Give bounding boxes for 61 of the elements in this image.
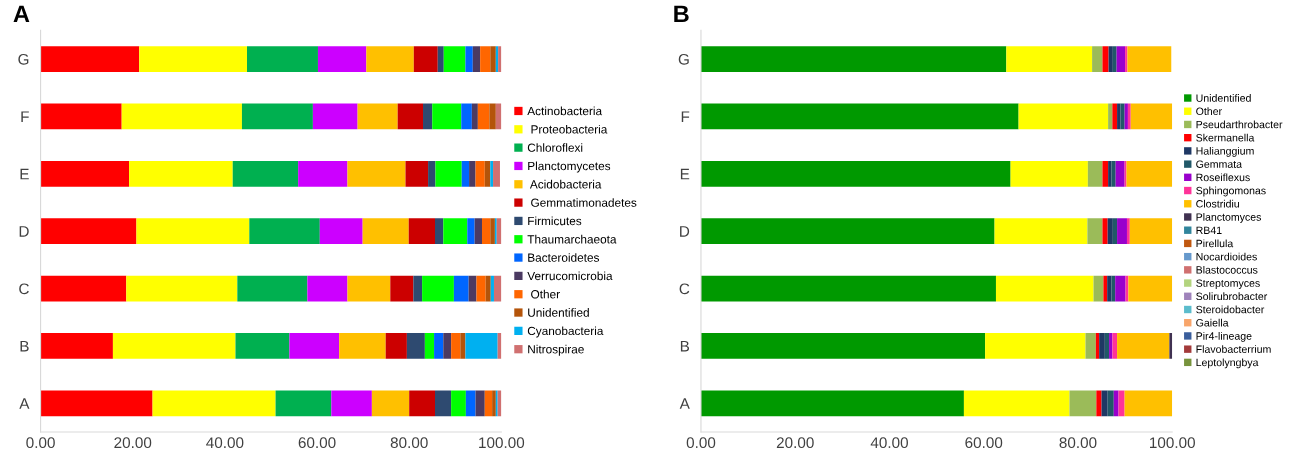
legend-label: Planctomyces — [1196, 213, 1261, 223]
y-tick-label: A — [19, 398, 30, 409]
legend-label: Unidentified — [528, 308, 589, 317]
y-tick-label: E — [680, 168, 690, 180]
y-tick-label: B — [20, 340, 29, 352]
x-tick-label: 60.00 — [298, 437, 336, 449]
x-tick-label: 0.00 — [26, 437, 55, 449]
legend-label: Nitrospirae — [528, 344, 584, 356]
legend-label: Nocardioides — [1196, 252, 1257, 261]
legend-label: Actinobacteria — [527, 106, 603, 116]
x-tick-label: 0.00 — [686, 437, 716, 449]
x-tick-label: 40.00 — [870, 437, 908, 449]
legend-label: Gemmata — [1196, 160, 1243, 168]
y-tick-label: C — [679, 283, 690, 295]
legend-label: Firmicutes — [528, 216, 582, 226]
legend-label: Clostridiu — [1196, 199, 1239, 208]
y-tick-label: E — [20, 168, 29, 180]
legend-label: Planctomycetes — [528, 161, 611, 173]
legend-label: Roseiflexus — [1196, 173, 1250, 182]
y-tick-label: F — [21, 111, 29, 122]
x-tick-label: 100.00 — [479, 437, 525, 449]
legend-label: Steroidobacter — [1196, 305, 1265, 314]
legend-label: Chloroflexi — [527, 143, 583, 152]
legend-label: Cyanobacteria — [527, 326, 604, 338]
y-tick-label: A — [679, 398, 690, 409]
y-tick-label: F — [681, 111, 690, 122]
legend-label: Leptolyngbya — [1196, 358, 1259, 369]
legend-label: Other — [1196, 107, 1222, 116]
legend-label: Gaiella — [1196, 318, 1229, 327]
x-tick-label: 60.00 — [965, 437, 1003, 449]
legend-label: RB41 — [1196, 226, 1222, 234]
legend-label: Thaumarchaeota — [527, 234, 617, 244]
legend-label: Pirellula — [1196, 239, 1234, 248]
y-tick-label: D — [680, 226, 690, 237]
legend-label: Pseudarthrobacter — [1196, 120, 1283, 129]
legend-label: Skermanella — [1196, 133, 1255, 142]
legend-label: Halianggium — [1196, 146, 1254, 157]
y-tick-label: G — [678, 53, 689, 65]
legend-label: Bacteroidetes — [528, 253, 600, 262]
legend-label: Acidobacteria — [529, 179, 602, 189]
legend-label: Blastococcus — [1196, 265, 1258, 274]
y-tick-label: G — [18, 53, 29, 65]
x-tick-label: 100.00 — [1150, 437, 1195, 449]
legend-label: Pir4-lineage — [1196, 331, 1252, 342]
legend-label: Solirubrobacter — [1196, 292, 1268, 301]
legend-label: Unidentified — [1196, 94, 1251, 102]
y-tick-label: D — [19, 226, 29, 237]
legend-label: Flavobacterrium — [1196, 345, 1271, 353]
x-tick-label: 80.00 — [390, 437, 428, 449]
y-tick-label: C — [19, 283, 29, 295]
x-tick-label: 20.00 — [114, 437, 152, 449]
legend-label: Sphingomonas — [1196, 186, 1266, 197]
legend-label: Other — [531, 289, 560, 299]
legend-label: Streptomyces — [1196, 279, 1260, 289]
legend-label: Gemmatimonadetes — [531, 198, 637, 207]
x-tick-label: 80.00 — [1059, 437, 1097, 449]
legend-label: Proteobacteria — [531, 124, 608, 134]
legend-label: Verrucomicrobia — [527, 271, 613, 281]
x-tick-label: 20.00 — [776, 437, 814, 449]
x-tick-label: 40.00 — [206, 437, 244, 449]
y-tick-label: B — [680, 340, 690, 352]
